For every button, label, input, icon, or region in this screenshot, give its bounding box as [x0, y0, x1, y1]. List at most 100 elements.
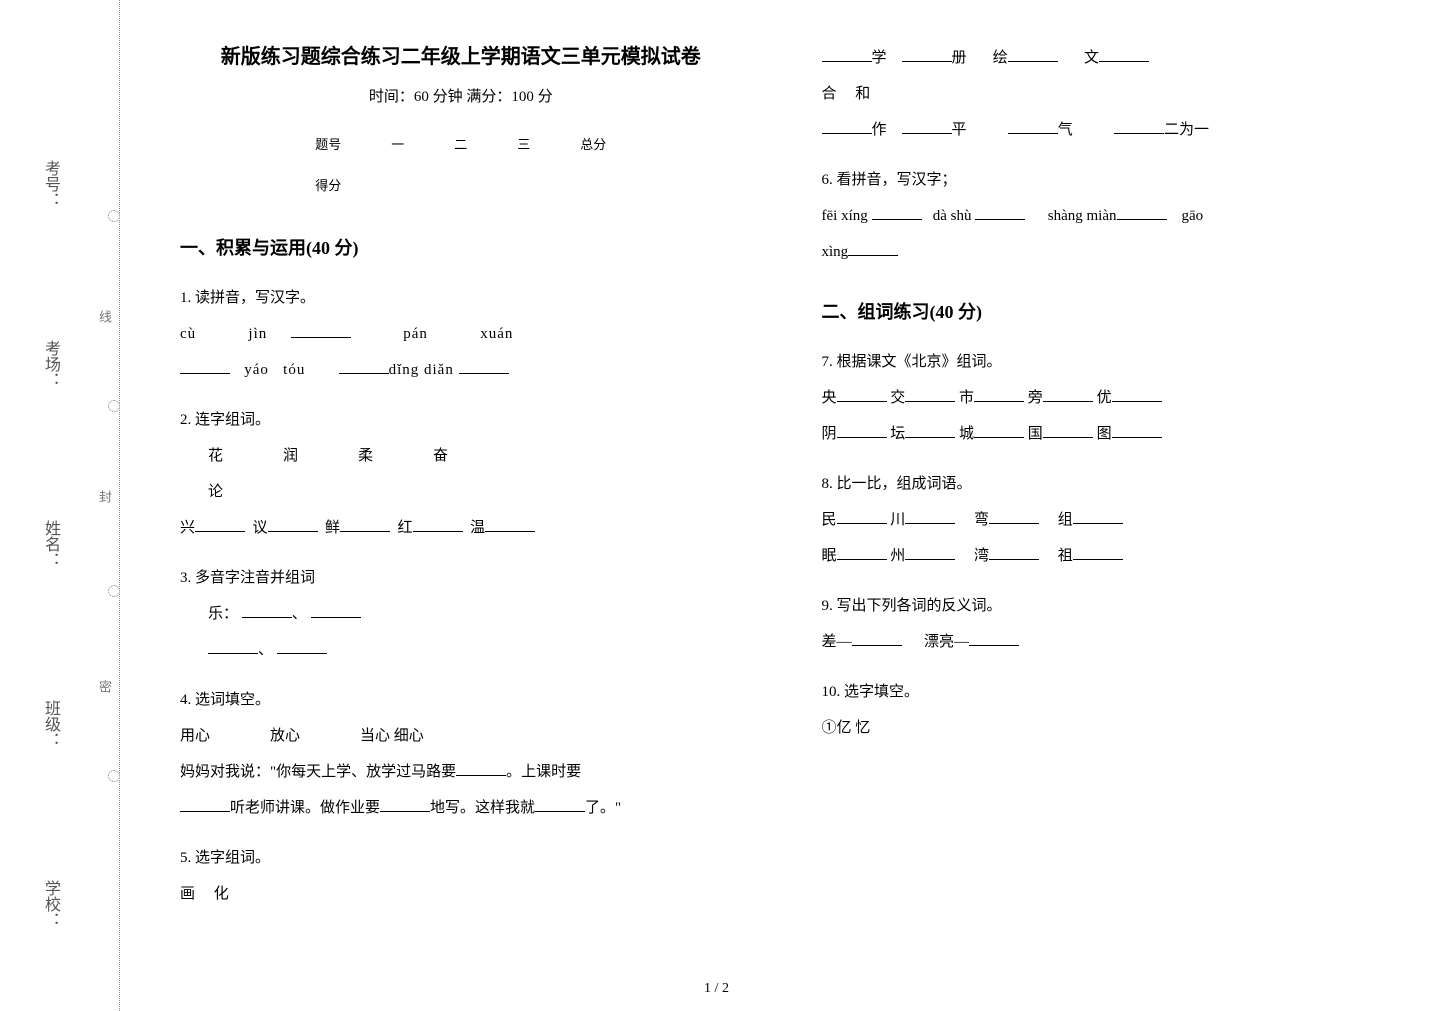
- blank[interactable]: [1099, 47, 1149, 62]
- q4-s2a: 听老师讲课。做作业要: [230, 800, 380, 816]
- q4-w3: 当心 细心: [360, 718, 424, 754]
- blank[interactable]: [905, 387, 955, 402]
- blank[interactable]: [989, 545, 1039, 560]
- blank[interactable]: [311, 603, 361, 618]
- q8-r2-3: 祖: [1058, 548, 1073, 564]
- blank[interactable]: [1073, 545, 1123, 560]
- blank[interactable]: [822, 47, 872, 62]
- blank[interactable]: [905, 545, 955, 560]
- blank[interactable]: [291, 323, 351, 338]
- q4-w2: 放心: [270, 718, 300, 754]
- question-10: 10. 选字填空。 ①亿 忆: [822, 674, 1384, 746]
- blank[interactable]: [975, 205, 1025, 220]
- q2-c5: 论: [208, 484, 223, 500]
- blank[interactable]: [905, 509, 955, 524]
- blank[interactable]: [208, 639, 258, 654]
- q3-c1: 乐：: [208, 606, 238, 622]
- q2-c1: 花: [208, 438, 223, 474]
- blank[interactable]: [974, 387, 1024, 402]
- blank[interactable]: [1043, 423, 1093, 438]
- binding-circle-icon: [108, 770, 120, 782]
- q6-prompt: 6. 看拼音，写汉字；: [822, 162, 1384, 198]
- blank[interactable]: [1008, 119, 1058, 134]
- blank[interactable]: [1043, 387, 1093, 402]
- label-school: 学校：: [38, 880, 62, 928]
- blank[interactable]: [837, 509, 887, 524]
- q5-g3a: 合: [822, 86, 837, 102]
- blank[interactable]: [485, 517, 535, 532]
- blank[interactable]: [380, 797, 430, 812]
- binding-circle-icon: [108, 585, 120, 597]
- q2-c9: 红: [398, 520, 413, 536]
- blank[interactable]: [837, 387, 887, 402]
- q5-g1a: 画: [180, 886, 195, 902]
- score-table: 题号 一 二 三 总分 得分: [180, 134, 742, 194]
- blank[interactable]: [1117, 205, 1167, 220]
- blank[interactable]: [339, 359, 389, 374]
- label-room: 考场：: [38, 340, 62, 388]
- q2-c6: 兴: [180, 520, 195, 536]
- label-name: 姓名：: [38, 520, 62, 568]
- q6-p3: shàng miàn: [1048, 208, 1117, 224]
- q9-prompt: 9. 写出下列各词的反义词。: [822, 588, 1384, 624]
- q5-g2b: 册: [952, 50, 967, 66]
- blank[interactable]: [1112, 423, 1162, 438]
- q1-p3: pán: [403, 326, 428, 342]
- blank[interactable]: [822, 119, 872, 134]
- question-4: 4. 选词填空。 用心 放心 当心 细心 妈妈对我说："你每天上学、放学过马路要…: [180, 682, 742, 826]
- blank[interactable]: [974, 423, 1024, 438]
- blank[interactable]: [989, 509, 1039, 524]
- blank[interactable]: [535, 797, 585, 812]
- blank[interactable]: [969, 631, 1019, 646]
- blank[interactable]: [1073, 509, 1123, 524]
- score-head-three: 三: [517, 134, 530, 153]
- q2-prompt: 2. 连字组词。: [180, 402, 742, 438]
- blank[interactable]: [837, 545, 887, 560]
- blank[interactable]: [837, 423, 887, 438]
- q8-r2-1: 州: [890, 548, 905, 564]
- q6-p4: gāo: [1182, 208, 1204, 224]
- q9-w2: 漂亮—: [924, 634, 969, 650]
- score-head-two: 二: [454, 134, 467, 153]
- q1-p6: tóu: [283, 362, 305, 378]
- q5-g2d: 文: [1084, 50, 1099, 66]
- blank[interactable]: [180, 359, 230, 374]
- blank[interactable]: [340, 517, 390, 532]
- q8-r2-2: 湾: [974, 548, 989, 564]
- blank[interactable]: [268, 517, 318, 532]
- section-2-title: 二、组词练习(40 分): [822, 298, 1384, 324]
- q7-r1-3: 旁: [1028, 390, 1043, 406]
- q7-r1-0: 央: [822, 390, 837, 406]
- blank[interactable]: [1112, 387, 1162, 402]
- blank[interactable]: [413, 517, 463, 532]
- q8-r1-3: 组: [1058, 512, 1073, 528]
- blank[interactable]: [195, 517, 245, 532]
- question-6: 6. 看拼音，写汉字； fēi xíng dà shù shàng miàn g…: [822, 162, 1384, 270]
- blank[interactable]: [902, 47, 952, 62]
- q5-g2c: 绘: [993, 50, 1008, 66]
- blank[interactable]: [1008, 47, 1058, 62]
- blank[interactable]: [872, 205, 922, 220]
- blank[interactable]: [1114, 119, 1164, 134]
- score-head-score: 得分: [315, 178, 341, 193]
- blank[interactable]: [459, 359, 509, 374]
- q2-c7: 议: [253, 520, 268, 536]
- binding-margin: 学校： 班级： 姓名： 考场： 考号： 密 封 线: [0, 0, 120, 1011]
- blank[interactable]: [277, 639, 327, 654]
- seal-xian: 线: [95, 310, 114, 323]
- q5-g2a: 学: [872, 50, 887, 66]
- blank[interactable]: [852, 631, 902, 646]
- q5-g3b: 和: [855, 86, 870, 102]
- blank[interactable]: [242, 603, 292, 618]
- question-7: 7. 根据课文《北京》组词。 央 交 市 旁 优 阴 坛 城 国 图: [822, 344, 1384, 452]
- q7-r1-2: 市: [959, 390, 974, 406]
- blank[interactable]: [902, 119, 952, 134]
- blank[interactable]: [180, 797, 230, 812]
- q7-r2-1: 坛: [890, 426, 905, 442]
- label-class: 班级：: [38, 700, 62, 748]
- section-1-title: 一、积累与运用(40 分): [180, 234, 742, 260]
- blank[interactable]: [848, 241, 898, 256]
- q8-r1-1: 川: [890, 512, 905, 528]
- blank[interactable]: [905, 423, 955, 438]
- blank[interactable]: [456, 761, 506, 776]
